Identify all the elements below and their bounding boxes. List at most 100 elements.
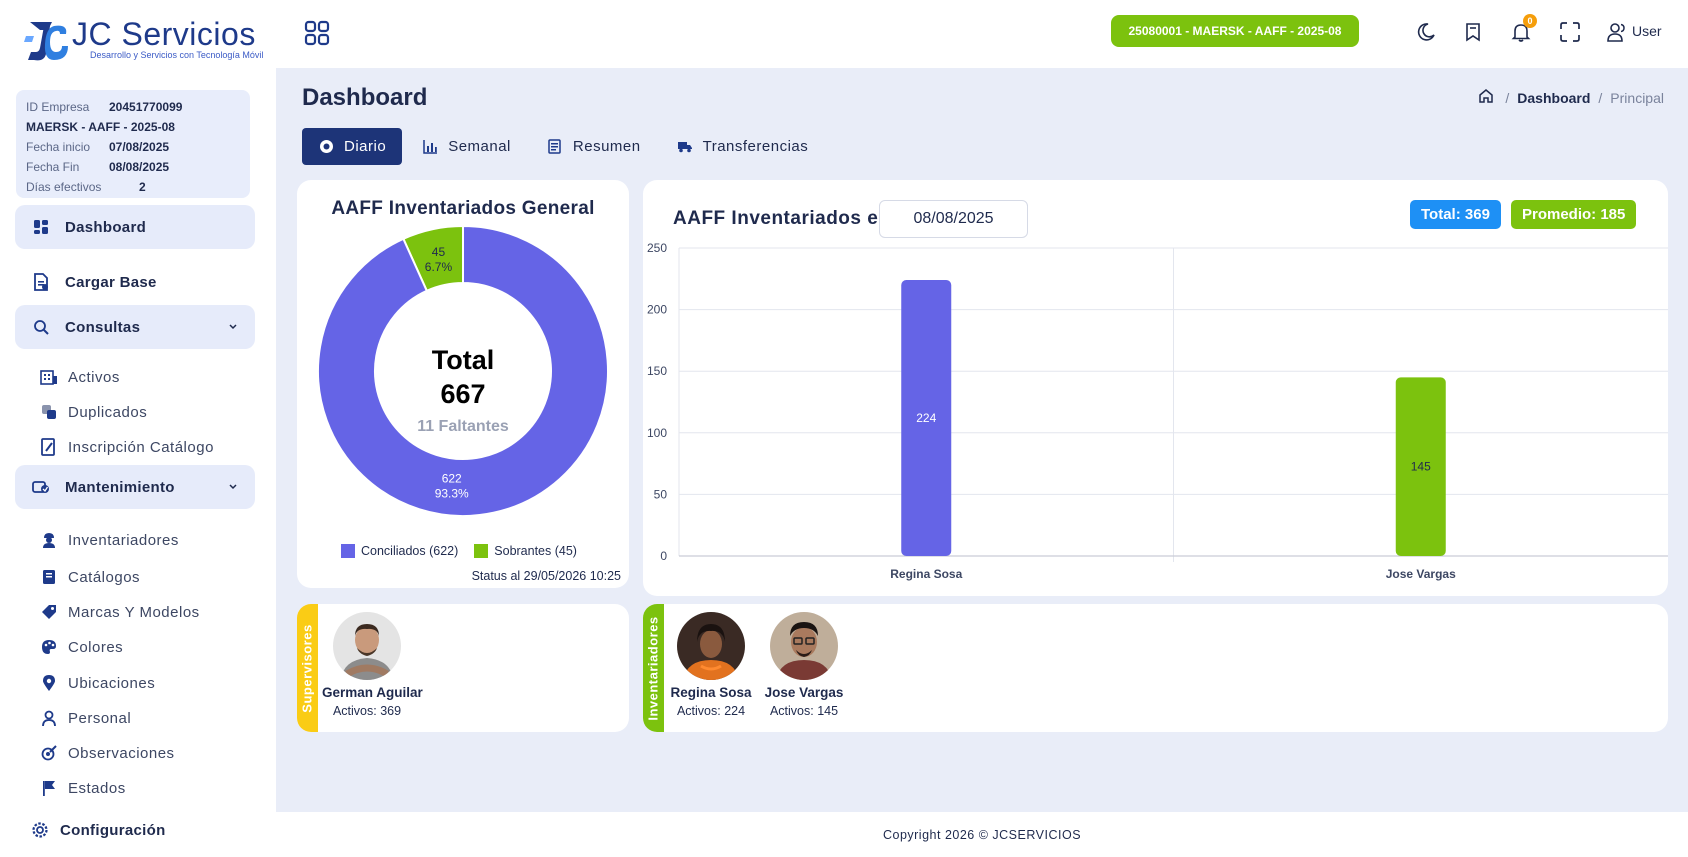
- topbar: 25080001 - MAERSK - AAFF - 2025-08 0 Use…: [276, 0, 1688, 68]
- sidebar-item-catalogos[interactable]: Catálogos: [40, 565, 140, 589]
- notification-bell-icon[interactable]: 0: [1509, 14, 1537, 44]
- sidebar-item-duplicados[interactable]: Duplicados: [40, 400, 147, 424]
- sidebar-item-label: Dashboard: [65, 218, 147, 236]
- donut-center-label: Total: [432, 345, 495, 375]
- moon-icon[interactable]: [1414, 20, 1438, 44]
- bookmark-icon[interactable]: [1461, 20, 1485, 44]
- chevron-down-icon: [227, 319, 239, 336]
- y-tick-label: 150: [647, 364, 667, 378]
- y-tick-label: 0: [660, 549, 667, 563]
- date-input[interactable]: 08/08/2025: [879, 200, 1028, 238]
- legend-item-sobrantes[interactable]: Sobrantes (45): [474, 544, 577, 558]
- book-icon: [40, 568, 58, 586]
- bar-chart-title: AAFF Inventariados el: [673, 208, 885, 229]
- bar-regina-sosa[interactable]: [901, 280, 952, 556]
- maintenance-icon: [31, 477, 51, 497]
- person-card[interactable]: Jose Vargas Activos: 145: [759, 612, 849, 718]
- brand-logo[interactable]: JC Servicios Desarrollo y Servicios con …: [24, 14, 263, 66]
- gear-icon: [30, 820, 50, 840]
- x-tick-label: Regina Sosa: [890, 567, 962, 581]
- dashboard-icon: [31, 217, 51, 237]
- sidebar-item-label: Catálogos: [68, 568, 141, 586]
- sidebar-item-label: Colores: [68, 638, 124, 656]
- sidebar-item-label: Inscripción Catálogo: [68, 438, 214, 456]
- sidebar: JC Servicios Desarrollo y Servicios con …: [0, 0, 276, 857]
- breadcrumb: / Dashboard / Principal: [1478, 88, 1664, 107]
- donut-chart-title: AAFF Inventariados General: [331, 198, 595, 219]
- sidebar-item-ubicaciones[interactable]: Ubicaciones: [40, 671, 155, 695]
- notification-count-badge: 0: [1523, 14, 1537, 28]
- total-badge: Total: 369: [1410, 200, 1501, 229]
- status-timestamp: Status al 29/05/2026 10:25: [471, 569, 621, 583]
- sidebar-item-inscripcion-catalogo[interactable]: Inscripción Catálogo: [40, 435, 214, 459]
- sidebar-item-estados[interactable]: Estados: [40, 776, 126, 800]
- sidebar-item-label: Consultas: [65, 318, 141, 336]
- sidebar-item-marcas-modelos[interactable]: Marcas Y Modelos: [40, 600, 200, 624]
- y-tick-label: 200: [647, 303, 667, 317]
- avatar: [333, 612, 401, 680]
- sidebar-item-cargar-base[interactable]: Cargar Base: [15, 260, 255, 304]
- sidebar-item-personal[interactable]: Personal: [40, 706, 131, 730]
- donut-slice-conciliados[interactable]: [317, 224, 609, 517]
- supervisors-tag: Supervisores: [297, 604, 318, 732]
- search-icon: [31, 317, 51, 337]
- person-activos: Activos: 369: [332, 704, 402, 718]
- brand-subtitle: Desarrollo y Servicios con Tecnología Mó…: [90, 50, 264, 60]
- person-card[interactable]: Regina Sosa Activos: 224: [666, 612, 756, 718]
- start-date-label: Fecha inicio: [26, 140, 91, 154]
- flag-icon: [40, 779, 58, 797]
- user-menu-label[interactable]: User: [1632, 23, 1662, 39]
- effective-days-label: Días efectivos: [26, 180, 102, 194]
- sidebar-item-dashboard[interactable]: Dashboard: [15, 205, 255, 249]
- person-activos: Activos: 224: [676, 704, 746, 718]
- record-icon: [318, 139, 334, 155]
- tab-resumen[interactable]: Resumen: [531, 128, 657, 165]
- sidebar-item-consultas[interactable]: Consultas: [15, 305, 255, 349]
- y-tick-label: 250: [647, 241, 667, 255]
- bar-value-label: 224: [916, 411, 936, 425]
- sidebar-item-label: Mantenimiento: [65, 478, 175, 496]
- sidebar-item-label: Configuración: [60, 821, 166, 839]
- sidebar-item-mantenimiento[interactable]: Mantenimiento: [15, 465, 255, 509]
- end-date-label: Fecha Fin: [26, 160, 80, 174]
- tab-diario[interactable]: Diario: [302, 128, 403, 165]
- apps-grid-icon[interactable]: [304, 20, 330, 46]
- y-tick-label: 100: [647, 426, 667, 440]
- location-pin-icon: [40, 674, 58, 692]
- copy-icon: [40, 403, 58, 421]
- donut-value-label: 45: [432, 245, 446, 259]
- breadcrumb-dashboard[interactable]: Dashboard: [1517, 89, 1591, 106]
- breadcrumb-principal: Principal: [1610, 89, 1664, 106]
- sidebar-item-colores[interactable]: Colores: [40, 635, 123, 659]
- avatar: [770, 612, 838, 680]
- project-selector-button[interactable]: 25080001 - MAERSK - AAFF - 2025-08: [1111, 15, 1359, 47]
- avatar: [677, 612, 745, 680]
- upload-file-icon: [31, 272, 51, 292]
- y-tick-label: 50: [654, 487, 668, 501]
- home-icon[interactable]: [1478, 88, 1494, 107]
- jc-logo-icon: [24, 22, 68, 61]
- legend-item-conciliados[interactable]: Conciliados (622): [341, 544, 458, 558]
- x-tick-label: Jose Vargas: [1386, 567, 1456, 581]
- tag-icon: [40, 603, 58, 621]
- donut-chart-card: AAFF Inventariados General Total 667 11 …: [297, 180, 629, 588]
- fullscreen-icon[interactable]: [1558, 20, 1582, 44]
- bar-chart: 0 50 100 150 200 250 224 Regina Sosa 145 Jose Va…: [647, 241, 1668, 581]
- sidebar-item-label: Duplicados: [68, 403, 148, 421]
- sidebar-item-inventariadores[interactable]: Inventariadores: [40, 528, 179, 552]
- tab-semanal[interactable]: Semanal: [406, 128, 527, 165]
- chevron-down-icon: [227, 479, 239, 496]
- effective-days-value: 2: [139, 180, 146, 194]
- sidebar-item-configuracion[interactable]: Configuración: [30, 818, 166, 842]
- sidebar-item-label: Observaciones: [68, 744, 175, 762]
- donut-value-label: 622: [442, 471, 462, 485]
- sidebar-item-activos[interactable]: Activos: [40, 365, 120, 389]
- bar-jose-vargas[interactable]: [1395, 377, 1446, 556]
- tab-transferencias[interactable]: Transferencias: [661, 128, 825, 165]
- person-card[interactable]: German Aguilar Activos: 369: [322, 612, 423, 718]
- users-icon[interactable]: [1606, 20, 1630, 44]
- sidebar-item-observaciones[interactable]: Observaciones: [40, 741, 175, 765]
- average-badge: Promedio: 185: [1511, 200, 1637, 229]
- sidebar-item-label: Personal: [68, 709, 132, 727]
